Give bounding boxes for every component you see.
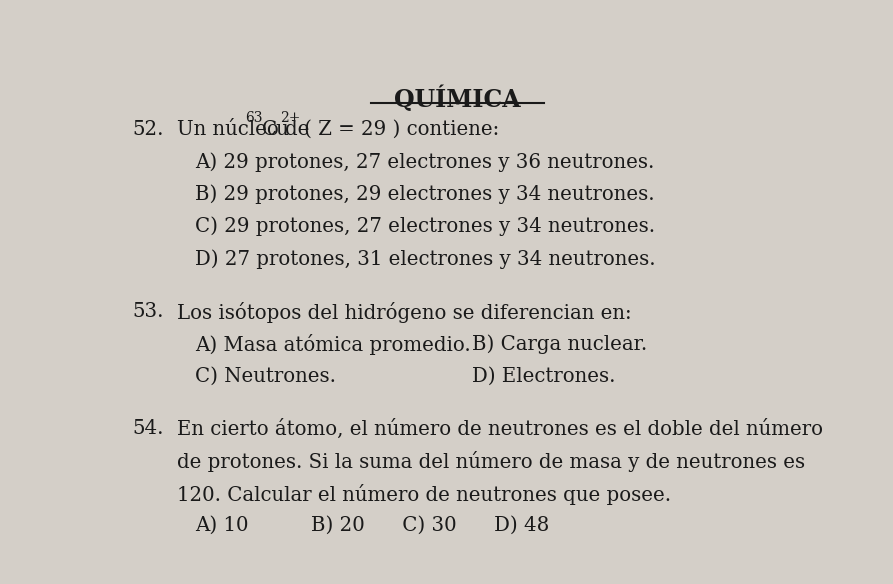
Text: 120. Calcular el número de neutrones que posee.: 120. Calcular el número de neutrones que… [178, 484, 672, 505]
Text: A) 29 protones, 27 electrones y 36 neutrones.: A) 29 protones, 27 electrones y 36 neutr… [195, 152, 654, 172]
Text: D) 27 protones, 31 electrones y 34 neutrones.: D) 27 protones, 31 electrones y 34 neutr… [195, 249, 655, 269]
Text: 52.: 52. [132, 120, 164, 138]
Text: QUÍMICA: QUÍMICA [395, 86, 521, 112]
Text: Un núcleo de: Un núcleo de [178, 120, 316, 138]
Text: C) Neutrones.: C) Neutrones. [195, 366, 336, 385]
Text: D) Electrones.: D) Electrones. [472, 366, 615, 385]
Text: 54.: 54. [132, 419, 164, 438]
Text: A) 10          B) 20      C) 30      D) 48: A) 10 B) 20 C) 30 D) 48 [195, 516, 549, 535]
Text: A) Masa atómica promedio.: A) Masa atómica promedio. [195, 334, 471, 355]
Text: de protones. Si la suma del número de masa y de neutrones es: de protones. Si la suma del número de ma… [178, 451, 805, 472]
Text: C) 29 protones, 27 electrones y 34 neutrones.: C) 29 protones, 27 electrones y 34 neutr… [195, 217, 655, 237]
Text: ( Z = 29 ) contiene:: ( Z = 29 ) contiene: [297, 120, 499, 138]
Text: En cierto átomo, el número de neutrones es el doble del número: En cierto átomo, el número de neutrones … [178, 419, 823, 439]
Text: B) Carga nuclear.: B) Carga nuclear. [472, 334, 647, 354]
Text: 53.: 53. [132, 302, 164, 321]
Text: 2+: 2+ [280, 112, 301, 126]
Text: Los isótopos del hidrógeno se diferencian en:: Los isótopos del hidrógeno se diferencia… [178, 302, 632, 323]
Text: B) 29 protones, 29 electrones y 34 neutrones.: B) 29 protones, 29 electrones y 34 neutr… [195, 185, 655, 204]
Text: Cu: Cu [262, 120, 289, 138]
Text: 63: 63 [246, 112, 263, 126]
